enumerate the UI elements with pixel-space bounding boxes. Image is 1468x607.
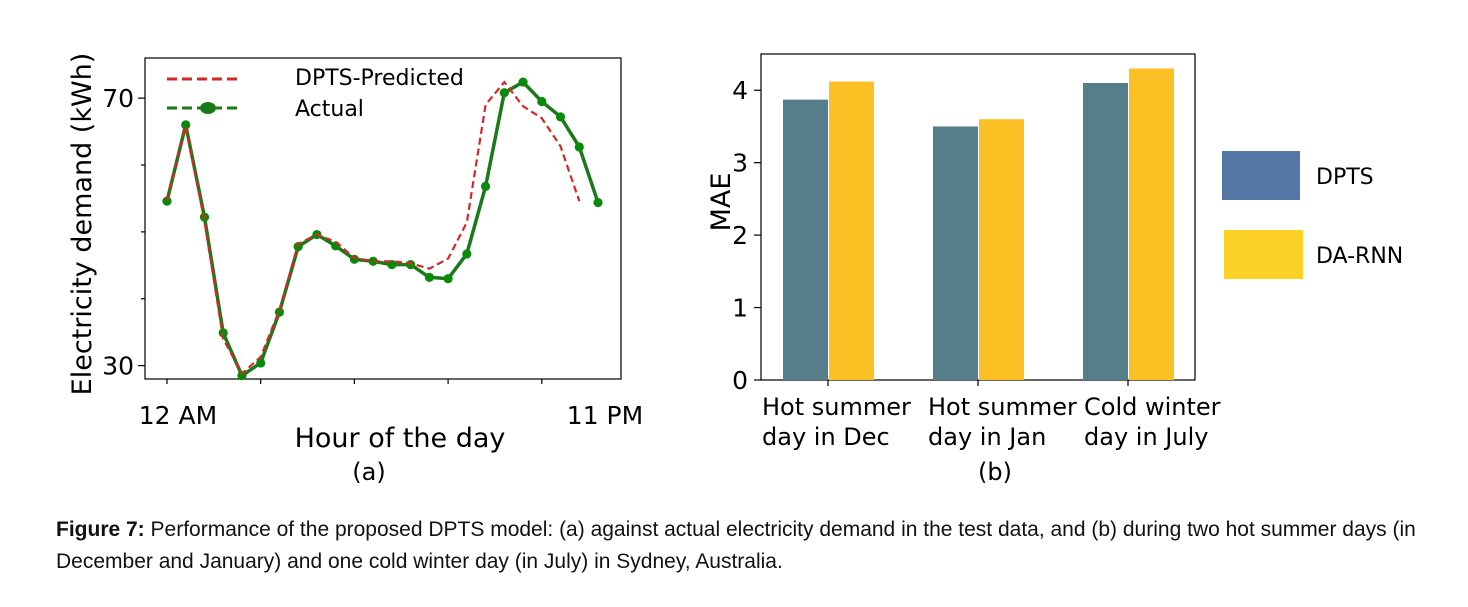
data-point-actual [480, 181, 491, 191]
data-point-actual [424, 272, 434, 282]
data-point-actual [518, 77, 528, 87]
y-tick-label: 1 [732, 294, 748, 323]
plot-frame [144, 57, 622, 380]
legend-swatch-da-rnn [1224, 230, 1303, 279]
bar-da-rnn [979, 119, 1024, 380]
x-tick-label: Cold winter [1084, 393, 1221, 421]
x-tick-label: Hot summer [762, 393, 911, 421]
caption-label: Figure 7: [56, 518, 145, 541]
panel-label-a: (a) [352, 458, 385, 486]
bar-da-rnn [829, 81, 874, 380]
caption-text: Performance of the proposed DPTS model: … [56, 518, 1416, 573]
figure-caption: Figure 7: Performance of the proposed DP… [56, 514, 1436, 578]
data-point-actual [162, 196, 172, 206]
y-axis-label: MAE [706, 173, 737, 232]
data-point-actual [537, 96, 547, 107]
bar-dpts [933, 126, 978, 380]
legend: DPTS-Predicted Actual [167, 66, 464, 122]
panel-label-b: (b) [978, 458, 1012, 486]
y-tick-label: 0 [732, 366, 748, 395]
series-layer [162, 77, 603, 381]
x-axis: 12 AM 11 PM [139, 379, 643, 430]
y-tick-label: 4 [732, 76, 748, 105]
x-tick-label: 11 PM [567, 401, 643, 430]
bar-dpts [783, 99, 828, 380]
legend-marker-actual [200, 102, 216, 114]
data-point-actual [237, 371, 247, 381]
legend-swatch-dpts [1222, 151, 1300, 200]
line-chart-panel: 30 70 12 AM 11 PM DPTS-Predicted Actual Hou… [67, 53, 643, 486]
x-tick-label: day in Dec [762, 423, 890, 451]
data-point-actual [462, 249, 472, 259]
y-axis-label: Electricity demand (kWh) [67, 53, 98, 396]
data-point-actual [256, 358, 266, 368]
y-tick-label: 30 [102, 352, 134, 381]
y-tick-label: 70 [102, 84, 134, 113]
data-point-actual [555, 112, 566, 122]
y-axis: 30 70 [102, 84, 145, 381]
legend-label: Actual [295, 97, 364, 122]
x-tick-label: 12 AM [139, 401, 217, 430]
legend: DPTS DA-RNN [1222, 151, 1403, 279]
series-line-predicted [165, 80, 581, 376]
data-point-actual [443, 274, 453, 284]
x-tick-label: day in Jan [928, 423, 1046, 451]
bar-dpts [1083, 82, 1128, 380]
data-point-actual [593, 197, 603, 208]
data-point-actual [499, 88, 509, 98]
series-line-actual [165, 79, 600, 379]
data-point-actual [181, 120, 191, 130]
y-tick-label: 3 [732, 149, 748, 178]
x-tick-label: day in July [1084, 423, 1208, 451]
x-axis-label: Hour of the day [295, 423, 506, 454]
legend-label: DPTS-Predicted [295, 66, 464, 91]
y-axis: 0 1 2 3 4 [732, 76, 761, 395]
legend-label: DPTS [1316, 165, 1374, 190]
bars-layer [783, 68, 1174, 380]
legend-label: DA-RNN [1316, 244, 1403, 269]
y-tick-label: 2 [732, 221, 748, 250]
data-point-actual [406, 260, 416, 270]
x-tick-label: Hot summer [928, 393, 1077, 421]
bar-da-rnn [1129, 68, 1174, 380]
data-point-actual [574, 142, 584, 152]
